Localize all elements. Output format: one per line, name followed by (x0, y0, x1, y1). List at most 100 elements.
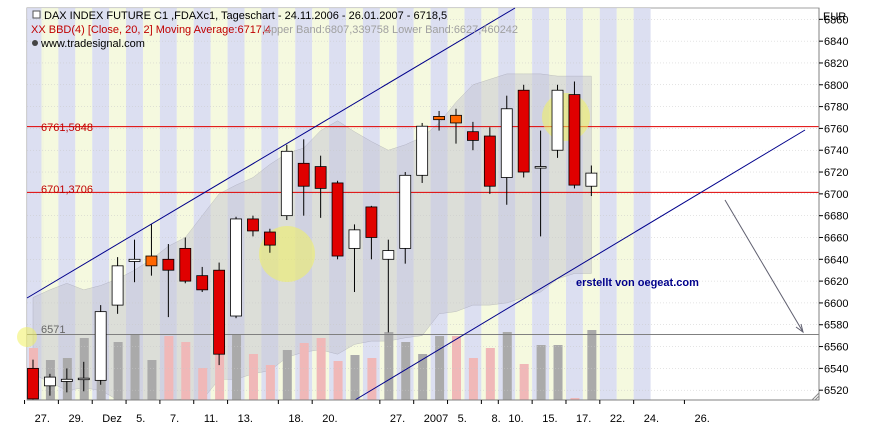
volume-bar (248, 354, 258, 400)
day-stripe (633, 8, 651, 400)
candle (568, 81, 581, 189)
candle-body (145, 255, 158, 267)
candle-body (263, 231, 276, 246)
x-tick-label: 27. (390, 413, 405, 425)
x-tick-label: 17. (576, 413, 591, 425)
x-tick-label: 24. (644, 413, 659, 425)
volume-bar (299, 343, 309, 400)
candle-body (77, 377, 90, 381)
candle-body (348, 229, 361, 249)
volume-bar (452, 336, 461, 400)
candle-body (331, 182, 344, 257)
candle-body (450, 114, 462, 124)
volume-bar (350, 355, 360, 400)
x-tick-label: 5. (136, 413, 145, 425)
candle (297, 139, 310, 216)
copyright-icon (32, 40, 38, 46)
candle-body (568, 94, 581, 186)
y-tick-label: 6600 (824, 298, 848, 310)
candle (348, 224, 361, 293)
candle-body (467, 131, 479, 141)
candle-body (297, 162, 310, 187)
y-tick-label: 6740 (824, 145, 848, 157)
candle (365, 205, 378, 260)
y-tick-label: 6680 (824, 211, 848, 223)
volume-bar (418, 354, 428, 400)
volume-bar (485, 348, 495, 400)
y-tick-label: 6520 (824, 385, 848, 397)
x-tick-label: 2007 (424, 413, 448, 425)
candle (263, 228, 276, 253)
level-low-label: 6701,3706 (41, 184, 93, 196)
bollinger-band-area (32, 73, 592, 401)
volume-bar (282, 350, 292, 400)
y-tick-label: 6700 (824, 189, 848, 201)
x-tick-label: 7. (170, 413, 179, 425)
x-tick-label: 29. (68, 413, 83, 425)
x-axis: 27. 29. Dez 5. 7. 11. 13. 18. 20. 27. 2007 5. 8. 10. 1… (24, 399, 819, 425)
projection-arrow-icon (795, 323, 804, 334)
x-tick-label: 20. (322, 413, 337, 425)
volume-bar (198, 368, 208, 400)
volume-bar (570, 398, 580, 400)
candle-body (314, 166, 327, 189)
candle-body (247, 218, 259, 232)
candle (433, 110, 445, 131)
day-stripe (616, 8, 634, 400)
chart-title: DAX INDEX FUTURE C1 ,FDAXc1, Tageschart … (44, 10, 447, 22)
channel-lower-line (354, 129, 806, 401)
candle (111, 257, 124, 314)
candle-body (416, 125, 429, 176)
chart-menu-icon[interactable] (32, 10, 41, 19)
credit-label: erstellt von oegeat.com (576, 277, 699, 289)
level-volume-label: 6571 (41, 324, 65, 336)
candle (280, 144, 293, 221)
x-tick-label: 11. (204, 413, 218, 425)
volume-bar (536, 345, 546, 400)
channel-upper-line (26, 7, 516, 299)
candle (450, 108, 462, 144)
x-tick-label: Dez (102, 413, 122, 425)
day-stripe (599, 8, 617, 400)
candle-body (365, 206, 378, 238)
volume-bar (316, 338, 326, 400)
x-tick-label: 18. (288, 413, 303, 425)
volume-bar (587, 330, 597, 400)
x-tick-label: 10. (508, 413, 523, 425)
candle (399, 172, 412, 264)
currency-label: EUR (823, 11, 846, 23)
candle (60, 368, 73, 393)
volume-bar (113, 342, 123, 400)
candle (94, 305, 107, 385)
y-tick-label: 6660 (824, 232, 848, 244)
y-tick-label: 6780 (824, 102, 848, 114)
candle (247, 215, 259, 237)
volume-bar (265, 365, 275, 400)
candle-body (27, 367, 39, 400)
candle-body (196, 275, 209, 291)
candle (230, 216, 242, 319)
candle-body (551, 89, 564, 151)
volume-bar (384, 332, 394, 400)
candle-body (585, 172, 598, 187)
candle (382, 239, 395, 333)
x-tick-label: 27. (35, 413, 50, 425)
candle-body (382, 250, 395, 260)
indicator-bands-label: Upper Band:6807,339758 Lower Band:6627,4… (263, 24, 518, 36)
candle (27, 359, 39, 400)
volume-bar (435, 336, 445, 400)
volume-bar (367, 358, 377, 400)
candle-body (94, 311, 107, 381)
y-tick-label: 6640 (824, 254, 848, 266)
candles (27, 81, 598, 400)
resize-grip-icon[interactable] (811, 392, 820, 401)
volume-bar (502, 332, 512, 400)
candle (314, 155, 327, 218)
y-axis: 6520 6540 6560 6580 6600 6620 6640 6660 6680 6700… (818, 8, 848, 400)
candle (162, 244, 175, 318)
candle-body (111, 265, 124, 306)
projection-line (724, 199, 804, 333)
trend-channel (26, 7, 806, 401)
